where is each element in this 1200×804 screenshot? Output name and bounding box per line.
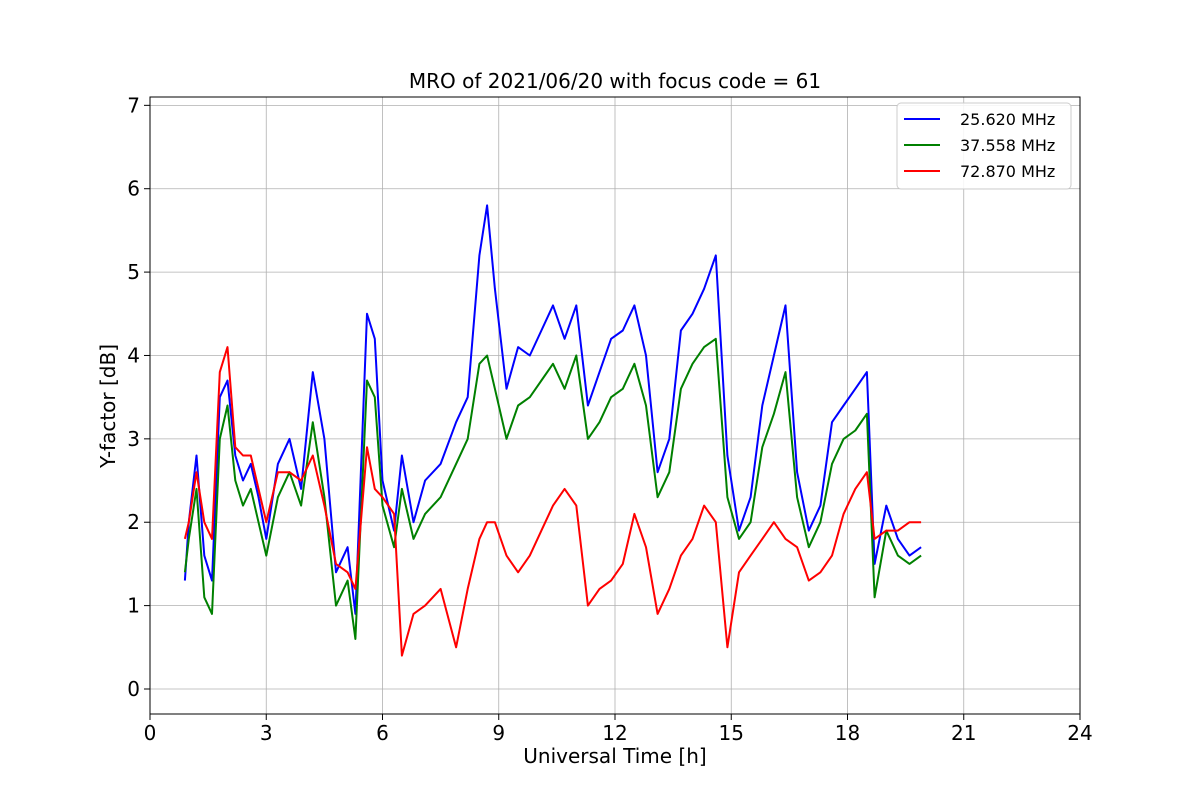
y-tick-label: 5 bbox=[127, 260, 140, 284]
x-tick-label: 21 bbox=[951, 721, 976, 745]
grid-layer bbox=[149, 97, 1081, 714]
x-tick-label: 3 bbox=[260, 721, 273, 745]
x-tick-label: 12 bbox=[602, 721, 627, 745]
legend: 25.620 MHz 37.558 MHz 72.870 MHz bbox=[896, 102, 1072, 190]
x-tick-label: 0 bbox=[144, 721, 157, 745]
y-tick-label: 1 bbox=[127, 594, 140, 618]
x-tick-label: 6 bbox=[376, 721, 389, 745]
x-tick-label: 15 bbox=[719, 721, 744, 745]
series-line-1 bbox=[183, 204, 922, 615]
series-layer bbox=[183, 204, 922, 657]
legend-label-series-1: 25.620 MHz bbox=[960, 110, 1055, 129]
y-tick-label: 6 bbox=[127, 177, 140, 201]
y-axis-label: Y-factor [dB] bbox=[96, 344, 120, 469]
y-tick-label: 3 bbox=[127, 427, 140, 451]
chart-title: MRO of 2021/06/20 with focus code = 61 bbox=[409, 69, 821, 93]
x-tick-label: 24 bbox=[1067, 721, 1092, 745]
y-tick-label: 4 bbox=[127, 343, 140, 367]
x-tick-label: 9 bbox=[492, 721, 505, 745]
legend-label-series-2: 37.558 MHz bbox=[960, 136, 1055, 155]
legend-label-series-3: 72.870 MHz bbox=[960, 162, 1055, 181]
series-line-2 bbox=[183, 337, 922, 640]
series-line-3 bbox=[183, 346, 922, 657]
y-tick-label: 2 bbox=[127, 510, 140, 534]
legend-box bbox=[896, 102, 1072, 190]
x-axis-label: Universal Time [h] bbox=[523, 744, 706, 768]
y-tick-label: 0 bbox=[127, 677, 140, 701]
y-tick-label: 7 bbox=[127, 93, 140, 117]
x-tick-label: 18 bbox=[835, 721, 860, 745]
